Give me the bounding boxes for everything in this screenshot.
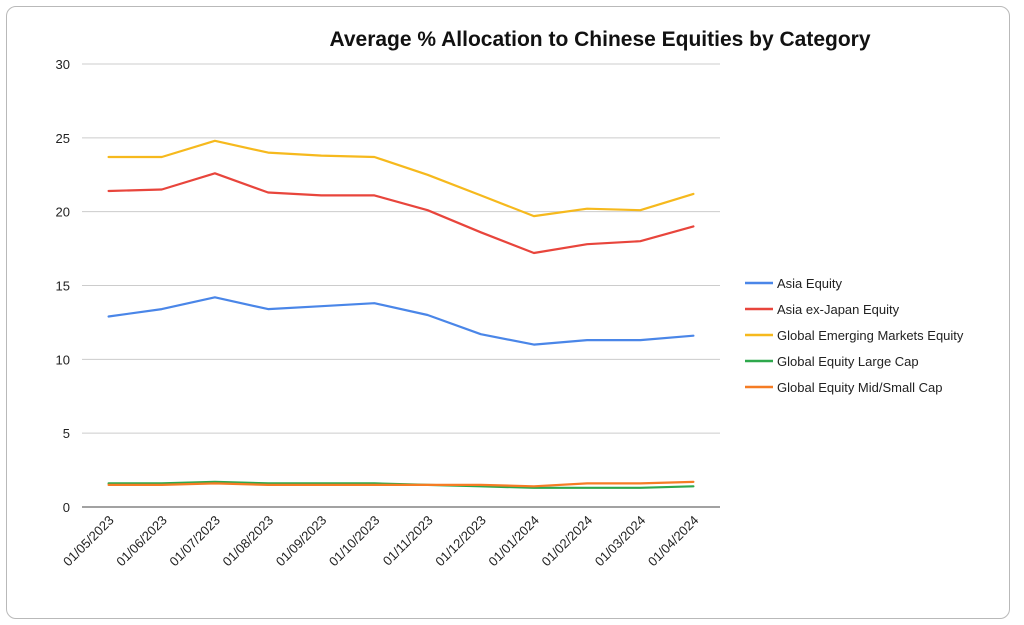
x-tick-label: 01/06/2023 bbox=[113, 513, 170, 570]
series-line-3 bbox=[107, 139, 695, 218]
chart-title: Average % Allocation to Chinese Equities… bbox=[329, 28, 871, 51]
legend: Asia Equity Asia ex-Japan Equity Global Em… bbox=[745, 276, 964, 395]
x-tick-label: 01/11/2023 bbox=[380, 513, 436, 569]
x-axis-ticks: 01/05/202301/06/202301/07/202301/08/2023… bbox=[60, 513, 701, 570]
x-tick-label: 01/04/2024 bbox=[645, 513, 702, 570]
legend-label-2: Asia ex-Japan Equity bbox=[777, 302, 900, 317]
x-tick-label: 01/03/2024 bbox=[592, 513, 649, 570]
y-tick-label: 10 bbox=[56, 352, 70, 367]
x-tick-label: 01/09/2023 bbox=[273, 513, 330, 570]
legend-label-5: Global Equity Mid/Small Cap bbox=[777, 380, 942, 395]
grid-lines bbox=[82, 63, 720, 508]
x-tick-label: 01/10/2023 bbox=[326, 513, 383, 570]
legend-label-1: Asia Equity bbox=[777, 276, 843, 291]
x-tick-label: 01/01/2024 bbox=[485, 513, 542, 570]
series-lines bbox=[107, 139, 695, 489]
series-line-2 bbox=[107, 172, 695, 255]
x-tick-label: 01/07/2023 bbox=[166, 513, 223, 570]
series-line-5 bbox=[107, 480, 695, 488]
y-tick-label: 20 bbox=[56, 205, 70, 220]
y-tick-label: 25 bbox=[56, 131, 70, 146]
y-tick-label: 0 bbox=[63, 500, 70, 515]
x-tick-label: 01/12/2023 bbox=[432, 513, 489, 570]
x-tick-label: 01/08/2023 bbox=[220, 513, 277, 570]
x-tick-label: 01/02/2024 bbox=[539, 513, 596, 570]
chart-frame bbox=[6, 6, 1010, 619]
y-tick-label: 30 bbox=[56, 57, 70, 72]
y-tick-label: 15 bbox=[56, 279, 70, 294]
series-line-1 bbox=[107, 296, 695, 346]
legend-label-4: Global Equity Large Cap bbox=[777, 354, 919, 369]
y-tick-label: 5 bbox=[63, 426, 70, 441]
y-axis-ticks: 0 5 10 15 20 25 30 bbox=[56, 57, 70, 515]
legend-label-3: Global Emerging Markets Equity bbox=[777, 328, 964, 343]
x-tick-label: 01/05/2023 bbox=[60, 513, 117, 570]
